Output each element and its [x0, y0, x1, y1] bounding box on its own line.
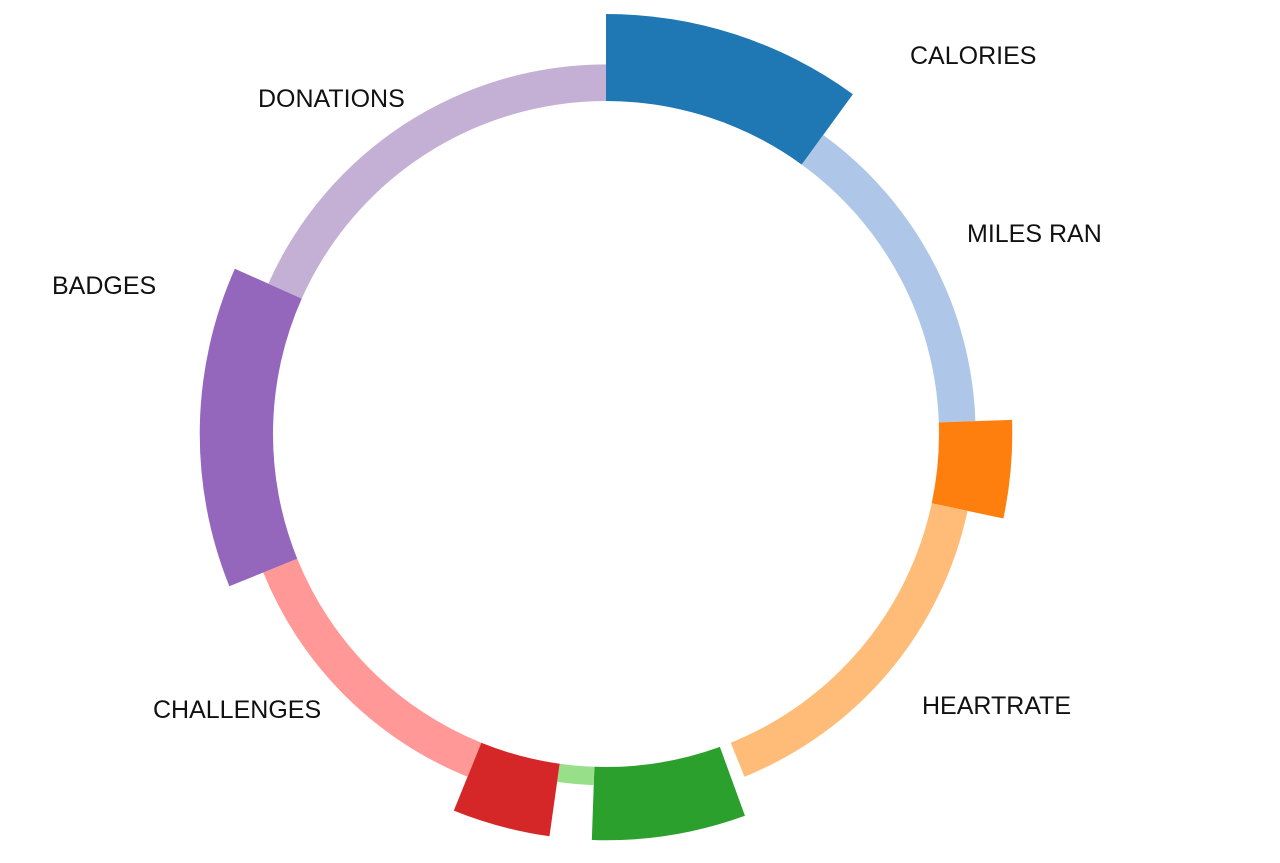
segment-label-miles-ran: MILES RAN — [967, 220, 1102, 248]
segment-unlabeled-6 — [453, 742, 560, 837]
segment-label-donations: DONATIONS — [258, 85, 405, 113]
segment-unlabeled-2 — [931, 419, 1013, 519]
segment-unlabeled-4 — [591, 746, 745, 841]
segment-challenges — [263, 558, 482, 777]
segment-calories — [606, 14, 853, 165]
segment-label-badges: BADGES — [52, 272, 156, 300]
segment-donations — [268, 64, 606, 299]
segment-unlabeled-5 — [557, 763, 595, 786]
label-group: CALORIES MILES RAN HEARTRATE CHALLENGES … — [52, 42, 1102, 724]
segment-label-challenges: CHALLENGES — [153, 696, 321, 724]
segment-label-heartrate: HEARTRATE — [922, 692, 1071, 720]
segment-heartrate — [730, 503, 968, 777]
segment-miles-ran — [801, 134, 976, 423]
segment-group — [199, 14, 1013, 841]
segment-label-calories: CALORIES — [910, 42, 1036, 70]
segment-badges — [199, 268, 302, 587]
